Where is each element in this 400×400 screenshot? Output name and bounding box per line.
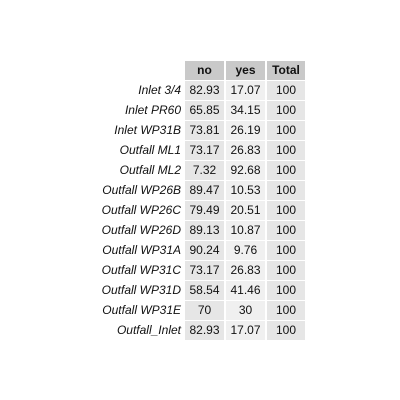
column-header: Total <box>267 61 305 80</box>
row-label: Outfall WP26B <box>102 183 181 197</box>
table-cell: 100 <box>267 141 305 160</box>
column-header: no <box>185 61 224 80</box>
row-label: Outfall WP31C <box>101 263 181 277</box>
row-label: Outfall WP31E <box>102 303 181 317</box>
table-cell: 100 <box>267 101 305 120</box>
table-cell: 100 <box>267 81 305 100</box>
table-cell: 100 <box>267 181 305 200</box>
table-cell: 41.46 <box>226 281 265 300</box>
table-cell: 17.07 <box>226 321 265 340</box>
row-label: Outfall_Inlet <box>116 323 181 337</box>
table-cell: 70 <box>185 301 224 320</box>
row-label: Outfall WP26D <box>101 223 181 237</box>
row-label: Outfall WP26C <box>101 203 181 217</box>
row-label: Outfall WP31A <box>102 243 181 257</box>
table-cell: 100 <box>267 221 305 240</box>
row-label: Inlet PR60 <box>124 103 181 117</box>
table-cell: 17.07 <box>226 81 265 100</box>
table-cell: 30 <box>226 301 265 320</box>
table-cell: 92.68 <box>226 161 265 180</box>
table-cell: 100 <box>267 281 305 300</box>
row-label: Outfall WP31D <box>101 283 181 297</box>
table-cell: 73.81 <box>185 121 224 140</box>
table-cell: 73.17 <box>185 141 224 160</box>
table-cell: 89.47 <box>185 181 224 200</box>
table-cell: 58.54 <box>185 281 224 300</box>
table-cell: 100 <box>267 321 305 340</box>
column-header: yes <box>226 61 265 80</box>
table-cell: 73.17 <box>185 261 224 280</box>
table-cell: 10.53 <box>226 181 265 200</box>
row-label: Outfall ML2 <box>119 163 181 177</box>
table-cell: 26.83 <box>226 261 265 280</box>
table-cell: 26.19 <box>226 121 265 140</box>
table-cell: 100 <box>267 121 305 140</box>
table-cell: 7.32 <box>185 161 224 180</box>
table-cell: 82.93 <box>185 81 224 100</box>
table-cell: 100 <box>267 161 305 180</box>
table-cell: 82.93 <box>185 321 224 340</box>
table-cell: 65.85 <box>185 101 224 120</box>
table-cell: 26.83 <box>226 141 265 160</box>
table-cell: 20.51 <box>226 201 265 220</box>
table-cell: 79.49 <box>185 201 224 220</box>
table-cell: 100 <box>267 201 305 220</box>
table-cell: 10.87 <box>226 221 265 240</box>
table-cell: 34.15 <box>226 101 265 120</box>
table-cell: 90.24 <box>185 241 224 260</box>
table-cell: 100 <box>267 261 305 280</box>
table-cell: 89.13 <box>185 221 224 240</box>
row-label: Outfall ML1 <box>119 143 181 157</box>
table-cell: 9.76 <box>226 241 265 260</box>
table-cell: 100 <box>267 301 305 320</box>
row-label: Inlet WP31B <box>114 123 181 137</box>
table-cell: 100 <box>267 241 305 260</box>
row-label: Inlet 3/4 <box>138 83 181 97</box>
